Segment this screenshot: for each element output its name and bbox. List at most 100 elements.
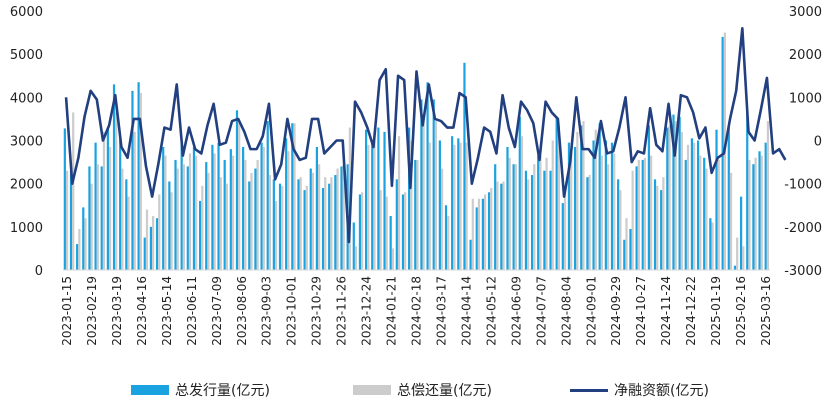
bar-repayment bbox=[416, 159, 419, 270]
bar-repayment bbox=[330, 177, 333, 270]
x-tick-label: 2024-08-04 bbox=[559, 276, 573, 346]
bar-issuance bbox=[88, 166, 91, 270]
bar-issuance bbox=[426, 82, 429, 270]
bar-issuance bbox=[580, 125, 583, 270]
bar-repayment bbox=[84, 218, 87, 270]
bar-issuance bbox=[100, 166, 103, 270]
bar-repayment bbox=[65, 170, 69, 270]
chart-canvas: 0 1000 2000 3000 4000 5000 6000 -3000 -2000 -1000… bbox=[10, 5, 822, 346]
bar-repayment bbox=[139, 93, 142, 271]
bar-repayment bbox=[471, 198, 474, 270]
bar-repayment bbox=[514, 164, 517, 270]
bar-repayment bbox=[693, 142, 696, 270]
bar-issuance bbox=[438, 140, 441, 270]
bar-repayment bbox=[606, 164, 610, 270]
legend-label-net: 净融资额(亿元) bbox=[614, 383, 709, 399]
bar-repayment bbox=[570, 153, 573, 270]
bar-issuance bbox=[235, 110, 239, 270]
bar-repayment bbox=[563, 187, 567, 270]
bar-issuance bbox=[586, 177, 589, 270]
bar-repayment bbox=[686, 144, 690, 270]
bar-repayment bbox=[662, 177, 665, 270]
legend-swatch-repayment bbox=[353, 385, 391, 395]
bar-repayment bbox=[268, 175, 272, 270]
bar-issuance bbox=[321, 187, 325, 270]
bar-issuance bbox=[278, 183, 282, 270]
bar-repayment bbox=[231, 155, 235, 270]
bar-repayment bbox=[729, 172, 733, 271]
bar-issuance bbox=[340, 166, 343, 270]
bar-repayment bbox=[594, 129, 597, 270]
bar-repayment bbox=[244, 159, 247, 270]
bar-issuance bbox=[155, 218, 159, 270]
bar-issuance bbox=[260, 142, 263, 270]
x-tick-label: 2023-07-09 bbox=[210, 276, 224, 346]
y-left-tick-label: 2000 bbox=[10, 178, 43, 193]
bar-issuance bbox=[567, 142, 571, 270]
bar-issuance bbox=[328, 183, 331, 270]
x-tick-label: 2024-07-07 bbox=[534, 276, 548, 346]
bar-issuance bbox=[119, 136, 122, 270]
bar-issuance bbox=[143, 237, 146, 271]
x-tick-label: 2023-10-01 bbox=[285, 276, 299, 346]
bar-repayment bbox=[748, 159, 751, 270]
bar-issuance bbox=[444, 205, 448, 270]
bar-repayment bbox=[742, 246, 745, 270]
bar-repayment bbox=[465, 142, 468, 270]
bar-repayment bbox=[490, 187, 493, 270]
bar-issuance bbox=[229, 149, 232, 270]
bar-issuance bbox=[672, 114, 675, 270]
bar-repayment bbox=[207, 172, 210, 271]
x-tick-label: 2024-05-12 bbox=[484, 276, 498, 346]
x-tick-label: 2024-12-22 bbox=[684, 276, 698, 346]
bar-issuance bbox=[752, 164, 755, 270]
bar-issuance bbox=[315, 146, 319, 270]
bar-repayment bbox=[133, 131, 136, 270]
y-left-tick-label: 1000 bbox=[10, 221, 43, 236]
bar-repayment bbox=[440, 168, 444, 270]
bar-issuance bbox=[162, 146, 165, 270]
bar-issuance bbox=[524, 170, 528, 270]
bar-issuance bbox=[408, 127, 411, 270]
x-tick-label: 2025-03-16 bbox=[759, 276, 773, 346]
bar-issuance bbox=[248, 181, 251, 270]
bar-issuance bbox=[494, 164, 497, 270]
bar-repayment bbox=[213, 153, 216, 270]
bar-issuance bbox=[487, 192, 491, 270]
bar-issuance bbox=[623, 239, 626, 270]
bar-repayment bbox=[459, 142, 462, 270]
bar-repayment bbox=[680, 131, 683, 270]
bar-issuance bbox=[192, 146, 196, 270]
bar-issuance bbox=[500, 183, 503, 270]
bar-issuance bbox=[371, 142, 374, 270]
bar-issuance bbox=[377, 127, 380, 270]
bar-repayment bbox=[582, 121, 585, 270]
x-tick-label: 2023-03-19 bbox=[110, 276, 124, 346]
bar-repayment bbox=[588, 175, 591, 270]
bar-repayment bbox=[625, 218, 628, 270]
bar-issuance bbox=[463, 62, 466, 270]
bar-issuance bbox=[125, 179, 128, 270]
bar-issuance bbox=[168, 181, 171, 270]
bar-issuance bbox=[746, 112, 749, 270]
y-right-tick-label: -1000 bbox=[784, 178, 822, 193]
bar-repayment bbox=[379, 190, 382, 270]
bar-repayment bbox=[428, 142, 431, 270]
bar-issuance bbox=[549, 170, 552, 270]
bar-issuance bbox=[266, 121, 269, 270]
bar-issuance bbox=[401, 194, 405, 270]
x-tick-label: 2024-11-24 bbox=[659, 276, 673, 346]
bar-issuance bbox=[358, 194, 362, 270]
bar-repayment bbox=[656, 185, 659, 270]
bar-issuance bbox=[678, 116, 681, 270]
bar-issuance bbox=[303, 190, 306, 270]
bar-repayment bbox=[545, 157, 548, 270]
bar-repayment bbox=[754, 157, 757, 270]
bar-repayment bbox=[404, 192, 407, 270]
y-right-tick-label: -3000 bbox=[784, 264, 822, 279]
bar-issuance bbox=[420, 99, 423, 271]
bar-issuance bbox=[137, 82, 140, 270]
y-right-tick-label: -2000 bbox=[784, 221, 822, 236]
bar-issuance bbox=[383, 131, 386, 270]
bar-issuance bbox=[112, 84, 116, 270]
